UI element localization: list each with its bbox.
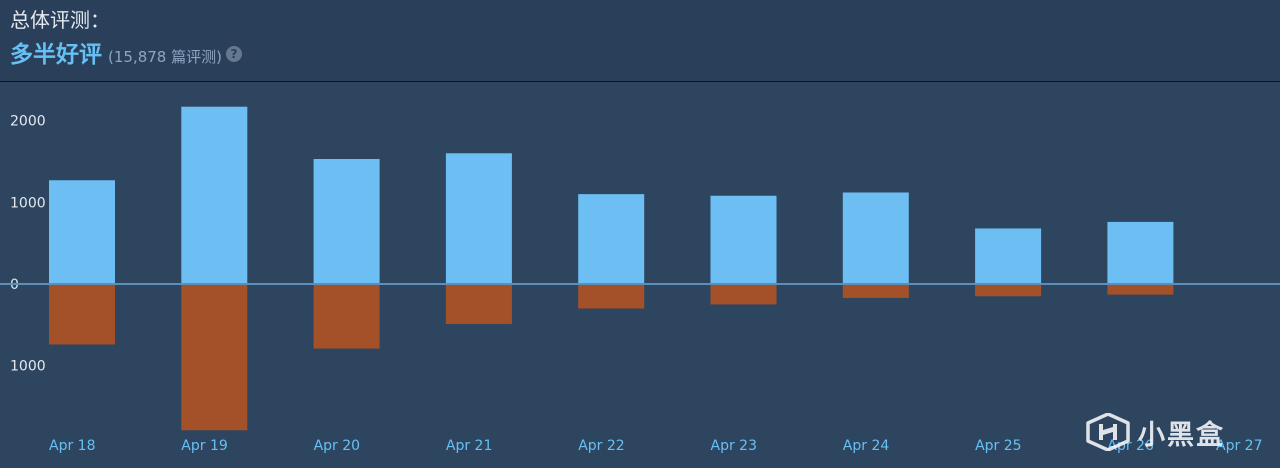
review-count: (15,878 篇评测) (108, 48, 222, 66)
negative-bar[interactable] (445, 284, 512, 325)
negative-bar[interactable] (313, 284, 380, 349)
positive-bar[interactable] (1107, 221, 1174, 284)
negative-bar[interactable] (49, 284, 115, 345)
heybox-logo-icon (1086, 413, 1130, 451)
positive-bar[interactable] (710, 195, 777, 284)
review-score-label[interactable]: 多半好评 (10, 42, 102, 68)
x-tick-label: Apr 21 (446, 438, 492, 454)
x-tick-label: Apr 25 (975, 438, 1021, 454)
y-tick-label: 1000 (10, 195, 46, 211)
positive-bar[interactable] (842, 192, 909, 284)
x-tick-label: Apr 19 (181, 438, 227, 454)
x-tick-label: Apr 18 (49, 438, 95, 454)
x-tick-label: Apr 23 (711, 438, 757, 454)
positive-bar[interactable] (313, 158, 380, 284)
positive-bar[interactable] (181, 106, 248, 284)
x-tick-label: Apr 24 (843, 438, 890, 454)
x-tick-label: Apr 27 (1216, 438, 1262, 454)
y-tick-label: 2000 (10, 114, 46, 130)
overall-reviews-title: 总体评测： (10, 8, 110, 32)
negative-bar[interactable] (842, 284, 909, 298)
watermark-text: 小黑盒 (1138, 419, 1225, 451)
review-summary-header: 总体评测： 多半好评 (15,878 篇评测) ? (0, 0, 1280, 81)
negative-bar[interactable] (1107, 284, 1174, 295)
x-tick-label: Apr 26 (1107, 438, 1154, 454)
negative-bar[interactable] (710, 284, 777, 305)
positive-bar[interactable] (445, 153, 512, 284)
review-summary-row: 多半好评 (15,878 篇评测) ? (10, 40, 242, 70)
x-tick-label: Apr 20 (314, 438, 360, 454)
x-tick-label: Apr 22 (578, 438, 624, 454)
negative-bar[interactable] (975, 284, 1042, 297)
negative-bar[interactable] (578, 284, 645, 309)
header-divider (0, 81, 1280, 82)
negative-bar[interactable] (181, 284, 248, 431)
positive-bar[interactable] (975, 228, 1042, 284)
positive-bar[interactable] (578, 194, 645, 284)
watermark: 小黑盒 (1086, 412, 1225, 452)
y-tick-label: 1000 (10, 359, 46, 375)
help-icon[interactable]: ? (225, 46, 242, 62)
positive-bar[interactable] (49, 180, 115, 284)
